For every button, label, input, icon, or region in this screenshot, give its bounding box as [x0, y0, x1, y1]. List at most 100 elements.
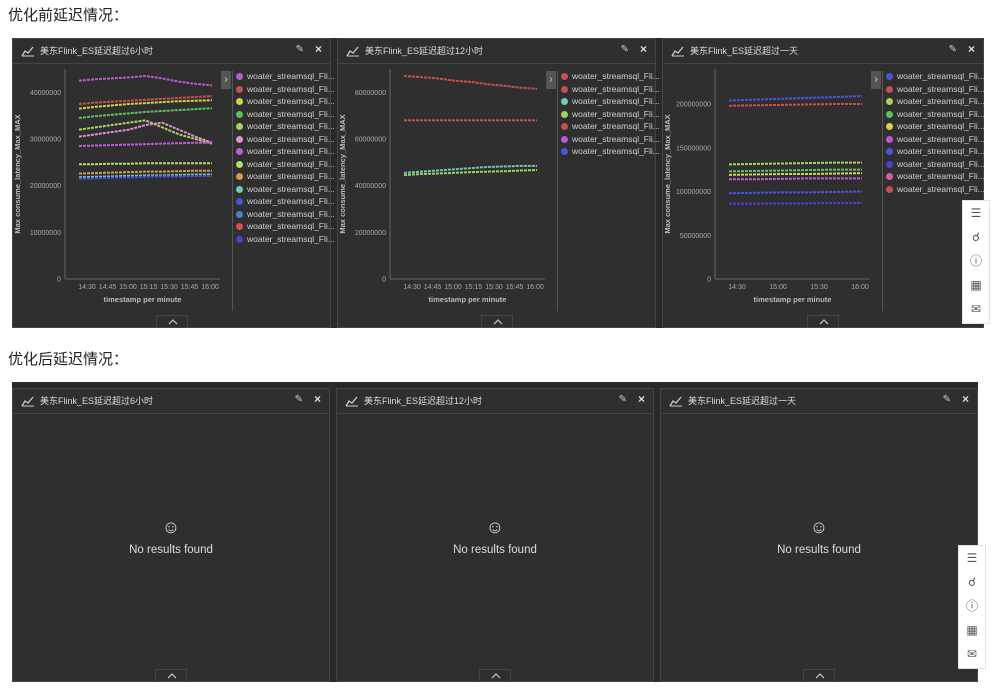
- chevron-right-icon[interactable]: ›: [871, 71, 881, 89]
- series-line[interactable]: [729, 177, 862, 181]
- legend-item[interactable]: woater_streamsql_Fli...: [236, 159, 335, 172]
- qrcode-icon[interactable]: ▦: [966, 623, 978, 637]
- legend-item[interactable]: woater_streamsql_Fli...: [561, 134, 660, 147]
- series-line[interactable]: [78, 174, 212, 180]
- legend-dot: [886, 173, 893, 180]
- help-icon[interactable]: ⓘ: [965, 599, 978, 613]
- legend-item[interactable]: woater_streamsql_Fli...: [236, 209, 335, 222]
- close-icon[interactable]: ×: [637, 392, 645, 406]
- legend-item[interactable]: woater_streamsql_Fli...: [886, 171, 985, 184]
- legend-item[interactable]: woater_streamsql_Fli...: [886, 121, 985, 134]
- legend-label: woater_streamsql_Fli...: [897, 121, 985, 131]
- legend-item[interactable]: woater_streamsql_Fli...: [236, 196, 335, 209]
- series-line[interactable]: [728, 103, 862, 107]
- pencil-icon[interactable]: ✎: [948, 44, 957, 55]
- x-tick-label: 14:30: [78, 284, 96, 291]
- legend-item[interactable]: woater_streamsql_Fli...: [236, 184, 335, 197]
- series-line[interactable]: [79, 162, 212, 166]
- legend-item[interactable]: woater_streamsql_Fli...: [561, 121, 660, 134]
- series-line[interactable]: [78, 169, 212, 175]
- legend-item[interactable]: woater_streamsql_Fli...: [886, 96, 985, 109]
- legend-label: woater_streamsql_Fli...: [247, 233, 335, 244]
- series-line[interactable]: [78, 107, 213, 119]
- legend-item[interactable]: woater_streamsql_Fli...: [236, 121, 335, 134]
- pencil-icon[interactable]: ✎: [942, 394, 951, 405]
- series-line[interactable]: [78, 95, 213, 105]
- legend-item[interactable]: woater_streamsql_Fli...: [886, 146, 985, 159]
- series-line[interactable]: [728, 172, 863, 176]
- chevron-right-icon[interactable]: ›: [221, 71, 231, 89]
- legend-item[interactable]: woater_streamsql_Fli...: [886, 84, 985, 97]
- series-line[interactable]: [78, 121, 213, 144]
- menu-icon[interactable]: ☰: [966, 551, 978, 565]
- legend-item[interactable]: woater_streamsql_Fli...: [561, 84, 660, 97]
- x-tick-label: 15:30: [485, 284, 503, 291]
- latency-chart: 200000000 150000000 100000000 50000000 0 14:3…: [663, 69, 870, 304]
- legend-item[interactable]: woater_streamsql_Fli...: [561, 96, 660, 109]
- x-axis-label: timestamp per minute: [429, 295, 507, 304]
- legend-dot: [561, 73, 568, 80]
- legend-item[interactable]: woater_streamsql_Fli...: [886, 159, 985, 172]
- x-tick-label: 16:00: [526, 284, 544, 291]
- series-line[interactable]: [78, 74, 213, 87]
- collapse-toggle[interactable]: [155, 669, 187, 681]
- headset-icon[interactable]: ☌: [971, 230, 981, 244]
- pencil-icon[interactable]: ✎: [618, 394, 627, 405]
- legend-item[interactable]: woater_streamsql_Fli...: [561, 71, 660, 84]
- menu-icon[interactable]: ☰: [970, 206, 982, 220]
- legend-item[interactable]: woater_streamsql_Fli...: [236, 171, 335, 184]
- close-icon[interactable]: ×: [314, 42, 322, 56]
- legend-label: woater_streamsql_Fli...: [247, 108, 335, 119]
- series-line[interactable]: [78, 141, 212, 147]
- collapse-toggle[interactable]: [480, 315, 513, 327]
- series-line[interactable]: [403, 164, 537, 174]
- legend-item[interactable]: woater_streamsql_Fli...: [236, 221, 335, 234]
- qrcode-icon[interactable]: ▦: [970, 278, 982, 292]
- series-line[interactable]: [78, 119, 213, 145]
- chevron-right-icon[interactable]: ›: [546, 71, 556, 89]
- legend-item[interactable]: woater_streamsql_Fli...: [236, 109, 335, 122]
- close-icon[interactable]: ×: [639, 42, 647, 56]
- close-icon[interactable]: ×: [961, 392, 969, 406]
- series-line[interactable]: [729, 201, 862, 205]
- legend-item[interactable]: woater_streamsql_Fli...: [886, 134, 985, 147]
- series-line[interactable]: [728, 95, 863, 102]
- legend-item[interactable]: woater_streamsql_Fli...: [236, 84, 335, 97]
- pencil-icon[interactable]: ✎: [294, 394, 303, 405]
- pencil-icon[interactable]: ✎: [295, 44, 304, 55]
- legend-dot: [561, 85, 568, 93]
- legend-item[interactable]: woater_streamsql_Fli...: [236, 71, 335, 84]
- headset-icon[interactable]: ☌: [967, 575, 977, 589]
- legend-item[interactable]: woater_streamsql_Fli...: [236, 134, 335, 147]
- panel-header: 美东Flink_ES延迟超过一天 ✎ ×: [663, 39, 983, 64]
- y-tick-label: 150000000: [676, 145, 711, 152]
- collapse-toggle[interactable]: [155, 315, 188, 327]
- close-icon[interactable]: ×: [313, 392, 321, 406]
- mail-icon[interactable]: ✉: [966, 647, 978, 661]
- series-line[interactable]: [403, 75, 538, 90]
- collapse-toggle[interactable]: [803, 669, 835, 681]
- legend-item[interactable]: woater_streamsql_Fli...: [886, 71, 985, 84]
- legend-item[interactable]: woater_streamsql_Fli...: [561, 146, 660, 159]
- close-icon[interactable]: ×: [967, 42, 975, 56]
- series-line[interactable]: [728, 168, 862, 173]
- legend-item[interactable]: woater_streamsql_Fli...: [561, 109, 660, 122]
- legend-item[interactable]: woater_streamsql_Fli...: [236, 234, 335, 247]
- mail-icon[interactable]: ✉: [970, 302, 982, 316]
- legend-item[interactable]: woater_streamsql_Fli...: [236, 96, 335, 109]
- panel-header: 美东Flink_ES延迟超过12小时 ✎ ×: [337, 389, 653, 414]
- legend-item[interactable]: woater_streamsql_Fli...: [886, 184, 985, 197]
- series-line[interactable]: [728, 190, 863, 195]
- series-line[interactable]: [78, 173, 212, 179]
- collapse-toggle[interactable]: [479, 669, 511, 681]
- series-line[interactable]: [728, 161, 862, 166]
- y-tick-label: 60000000: [355, 137, 386, 144]
- side-toolbar-top: ☰ ☌ ⓘ ▦ ✉: [962, 200, 990, 324]
- series-line[interactable]: [78, 99, 213, 110]
- help-icon[interactable]: ⓘ: [969, 254, 982, 268]
- collapse-toggle[interactable]: [807, 315, 839, 327]
- series-line[interactable]: [403, 169, 538, 177]
- legend-item[interactable]: woater_streamsql_Fli...: [886, 109, 985, 122]
- legend-item[interactable]: woater_streamsql_Fli...: [236, 146, 335, 159]
- pencil-icon[interactable]: ✎: [620, 44, 629, 55]
